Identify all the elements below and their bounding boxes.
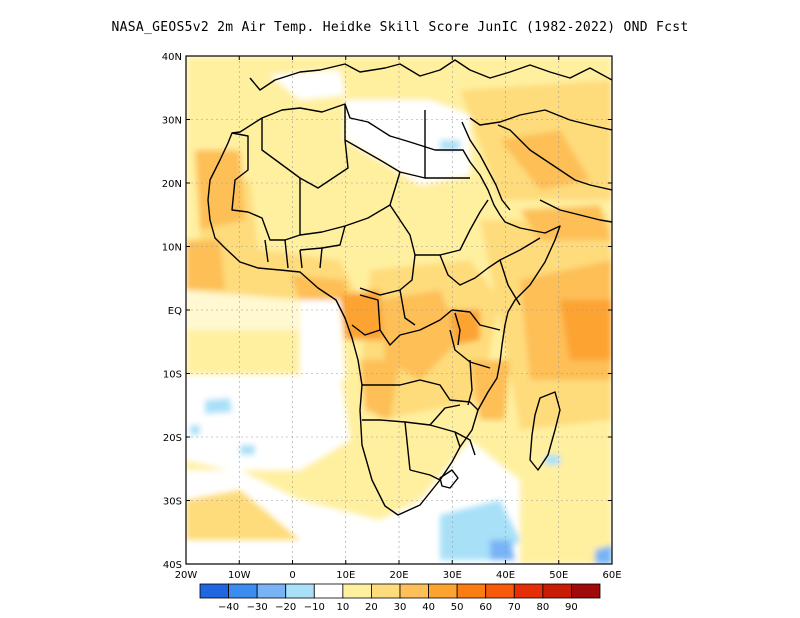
lat-tick-label: 40N — [162, 52, 182, 63]
colorbar-swatch — [285, 583, 315, 599]
lon-tick-label: 50E — [549, 570, 568, 581]
colorbar-label: −40 — [218, 602, 239, 613]
lat-tick-label: 40S — [163, 560, 182, 571]
lon-tick-label: 0 — [289, 570, 295, 581]
lon-tick-label: 10E — [336, 570, 355, 581]
longitude-labels: 20W 10W 0 10E 20E 30E 40E 50E 60E — [175, 570, 622, 581]
colorbar-swatch — [542, 583, 572, 599]
colorbar-label: 80 — [536, 602, 549, 613]
colorbar-label: 30 — [394, 602, 407, 613]
lon-tick-label: 20E — [389, 570, 408, 581]
colorbar-label: 60 — [479, 602, 492, 613]
grid-lines — [186, 56, 612, 564]
colorbar-swatch — [371, 583, 401, 599]
lon-tick-label: 60E — [602, 570, 621, 581]
colorbar-swatch — [228, 583, 258, 599]
colorbar-swatch — [342, 583, 372, 599]
colorbar-swatch — [428, 583, 458, 599]
colorbar-label: 70 — [508, 602, 521, 613]
lon-tick-label: 30E — [443, 570, 462, 581]
lat-tick-label: 20S — [163, 433, 182, 444]
lat-tick-label: 20N — [162, 179, 182, 190]
lon-tick-label: 40E — [496, 570, 515, 581]
colorbar-label: 10 — [336, 602, 349, 613]
colorbar-swatch — [199, 583, 229, 599]
lat-tick-label: 30N — [162, 116, 182, 127]
colorbar-label: −20 — [275, 602, 296, 613]
colorbar-swatch — [571, 583, 601, 599]
colorbar-label: 50 — [451, 602, 464, 613]
lon-tick-label: 10W — [228, 570, 251, 581]
colorbar-label: 40 — [422, 602, 435, 613]
colorbar-swatch — [485, 583, 515, 599]
lat-tick-label: EQ — [168, 306, 182, 317]
colorbar-swatch — [399, 583, 429, 599]
colorbar-swatch — [513, 583, 544, 599]
colorbar-label: −30 — [247, 602, 268, 613]
map-title: NASA_GEOS5v2 2m Air Temp. Heidke Skill S… — [111, 20, 689, 35]
colorbar-swatch — [456, 583, 487, 599]
lat-tick-label: 10N — [162, 243, 182, 254]
colorbar-label: 20 — [365, 602, 378, 613]
coastlines-borders — [207, 59, 612, 516]
lat-tick-label: 30S — [163, 497, 182, 508]
colorbar-label: 90 — [565, 602, 578, 613]
latitude-labels: 40N 30N 20N 10N EQ 10S 20S 30S 40S — [162, 52, 182, 571]
colorbar-swatch — [313, 583, 344, 599]
colorbar-swatch — [256, 583, 287, 599]
lon-tick-label: 20W — [175, 570, 198, 581]
colorbar-label: −10 — [304, 602, 325, 613]
lat-tick-label: 10S — [163, 370, 182, 381]
